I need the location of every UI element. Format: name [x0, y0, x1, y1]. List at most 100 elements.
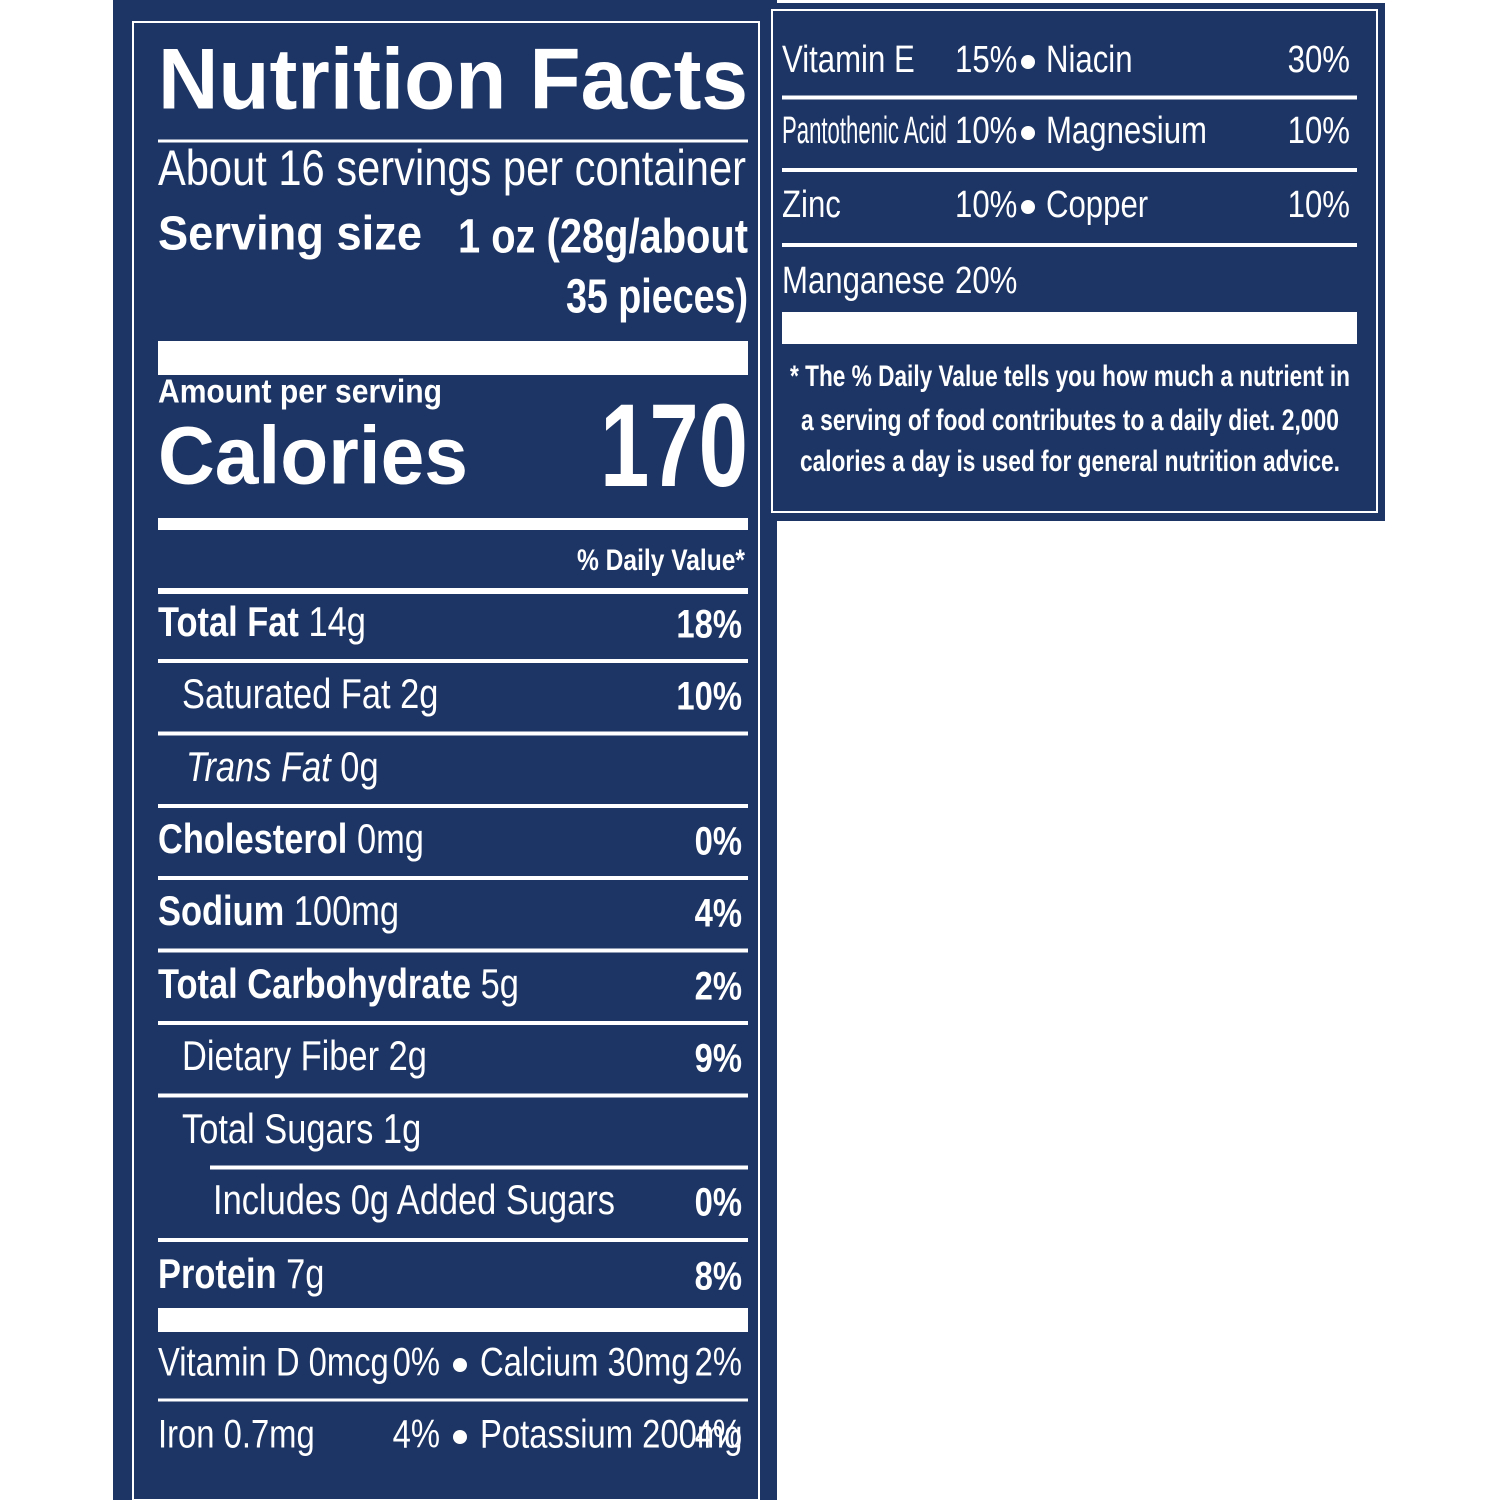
footnote: a serving of food contributes to a daily…: [801, 403, 1339, 437]
nutrient-space: [331, 744, 341, 791]
nutrient-row: Sodium 100mg: [158, 888, 399, 935]
title: Nutrition Facts: [158, 31, 748, 127]
micro-dv: 4%: [393, 1411, 440, 1456]
serving-size-value: 1 oz (28g/about: [458, 210, 748, 264]
right-panel: [765, 3, 1385, 521]
nutrient-dv: 10%: [676, 673, 742, 718]
nutrient-name: Includes 0g Added Sugars: [213, 1177, 615, 1224]
nutrient-space: [391, 671, 401, 718]
nutrient-row: Trans Fat 0g: [186, 744, 379, 791]
micro-dv: 20%: [955, 260, 1017, 302]
rule: [158, 588, 748, 594]
nutrient-amount: 0mg: [357, 816, 424, 863]
nutrient-space: [347, 816, 357, 863]
nutrient-space: [277, 1251, 287, 1298]
footnote: * The % Daily Value tells you how much a…: [790, 359, 1350, 393]
bullet: [453, 1358, 467, 1372]
micro-dv: 10%: [1288, 110, 1350, 152]
micro-name: Potassium 200mg: [480, 1411, 742, 1456]
nutrient-dv: 8%: [695, 1253, 742, 1298]
micro-name: Calcium 30mg: [480, 1339, 690, 1384]
nutrient-name: Total Sugars: [182, 1106, 373, 1153]
thick-bar: [158, 1308, 748, 1332]
thick-bar: [158, 518, 748, 530]
thick-bar: [158, 341, 748, 375]
micro-dv: 10%: [955, 110, 1017, 152]
nutrient-amount: 14g: [308, 599, 365, 646]
micro-name: Pantothenic Acid: [782, 110, 947, 152]
nutrient-amount: 100mg: [294, 888, 399, 935]
rule: [158, 139, 748, 143]
footnote: calories a day is used for general nutri…: [800, 444, 1340, 478]
thick-bar: [782, 312, 1357, 344]
micro-dv: 2%: [695, 1339, 742, 1384]
micro-name: Niacin: [1046, 39, 1133, 81]
nutrient-name: Cholesterol: [158, 816, 347, 863]
micro-dv: 0%: [393, 1339, 440, 1384]
rule: [782, 95, 1357, 100]
nutrient-row: Cholesterol 0mg: [158, 816, 424, 863]
rule: [210, 1165, 748, 1170]
nutrient-dv: 0%: [695, 818, 742, 863]
serving-size-value: 35 pieces): [566, 270, 748, 324]
nutrient-space: [379, 1033, 389, 1080]
nutrient-amount: 2g: [400, 671, 438, 718]
left-border: [132, 21, 760, 1500]
nutrient-amount: 2g: [389, 1033, 427, 1080]
calories-value: 170: [600, 379, 748, 511]
nutrient-dv: 2%: [695, 963, 742, 1008]
bullet: [453, 1430, 467, 1444]
nutrient-name: Total Fat: [158, 599, 299, 646]
rule: [158, 1238, 748, 1242]
bullet: [1021, 200, 1035, 214]
serving-size-label: Serving size: [158, 207, 422, 261]
micro-dv: 10%: [1288, 184, 1350, 226]
nutrient-amount: 1g: [383, 1106, 421, 1153]
nutrient-space: [299, 599, 309, 646]
rule: [158, 1398, 748, 1402]
rule: [158, 659, 748, 663]
servings: About 16 servings per container: [158, 140, 746, 196]
nutrient-row: Includes 0g Added Sugars: [213, 1177, 615, 1224]
nutrient-space: [373, 1106, 383, 1153]
nutrient-dv: 4%: [695, 890, 742, 935]
nutrient-row: Total Carbohydrate 5g: [158, 961, 519, 1008]
bullet: [1021, 55, 1035, 69]
nutrient-row: Saturated Fat 2g: [182, 671, 438, 718]
nutrient-name: Total Carbohydrate: [158, 961, 471, 1008]
micro-name: Iron 0.7mg: [158, 1411, 315, 1456]
amount-per-serving: Amount per serving: [158, 374, 442, 410]
calories-label: Calories: [158, 409, 468, 501]
rule: [158, 876, 748, 880]
rule: [782, 168, 1357, 172]
rule: [158, 1093, 748, 1098]
nutrient-row: Total Sugars 1g: [182, 1106, 421, 1153]
rule: [782, 243, 1357, 247]
nutrient-row: Protein 7g: [158, 1251, 324, 1298]
micro-dv: 15%: [955, 39, 1017, 81]
micro-dv: 30%: [1288, 39, 1350, 81]
micro-name: Zinc: [782, 184, 841, 226]
daily-value-header: % Daily Value*: [577, 543, 745, 577]
nutrient-name: Sodium: [158, 888, 284, 935]
nutrient-row: Total Fat 14g: [158, 599, 366, 646]
micro-name: Vitamin D 0mcg: [158, 1339, 389, 1384]
nutrient-name: Saturated Fat: [182, 671, 391, 718]
rule: [158, 804, 748, 808]
nutrient-dv: 18%: [676, 601, 742, 646]
right-border: [771, 9, 1378, 513]
left-panel: [113, 0, 777, 1500]
nutrient-dv: 0%: [695, 1179, 742, 1224]
micro-name: Copper: [1046, 184, 1148, 226]
rule: [158, 731, 748, 736]
nutrient-space: [471, 961, 481, 1008]
micro-dv: 10%: [955, 184, 1017, 226]
micro-name: Manganese: [782, 260, 945, 302]
nutrient-name: Protein: [158, 1251, 277, 1298]
nutrient-amount: 0g: [340, 744, 378, 791]
micro-name: Magnesium: [1046, 110, 1207, 152]
nutrient-dv: 9%: [695, 1035, 742, 1080]
micro-dv: 4%: [695, 1411, 742, 1456]
rule: [158, 948, 748, 953]
